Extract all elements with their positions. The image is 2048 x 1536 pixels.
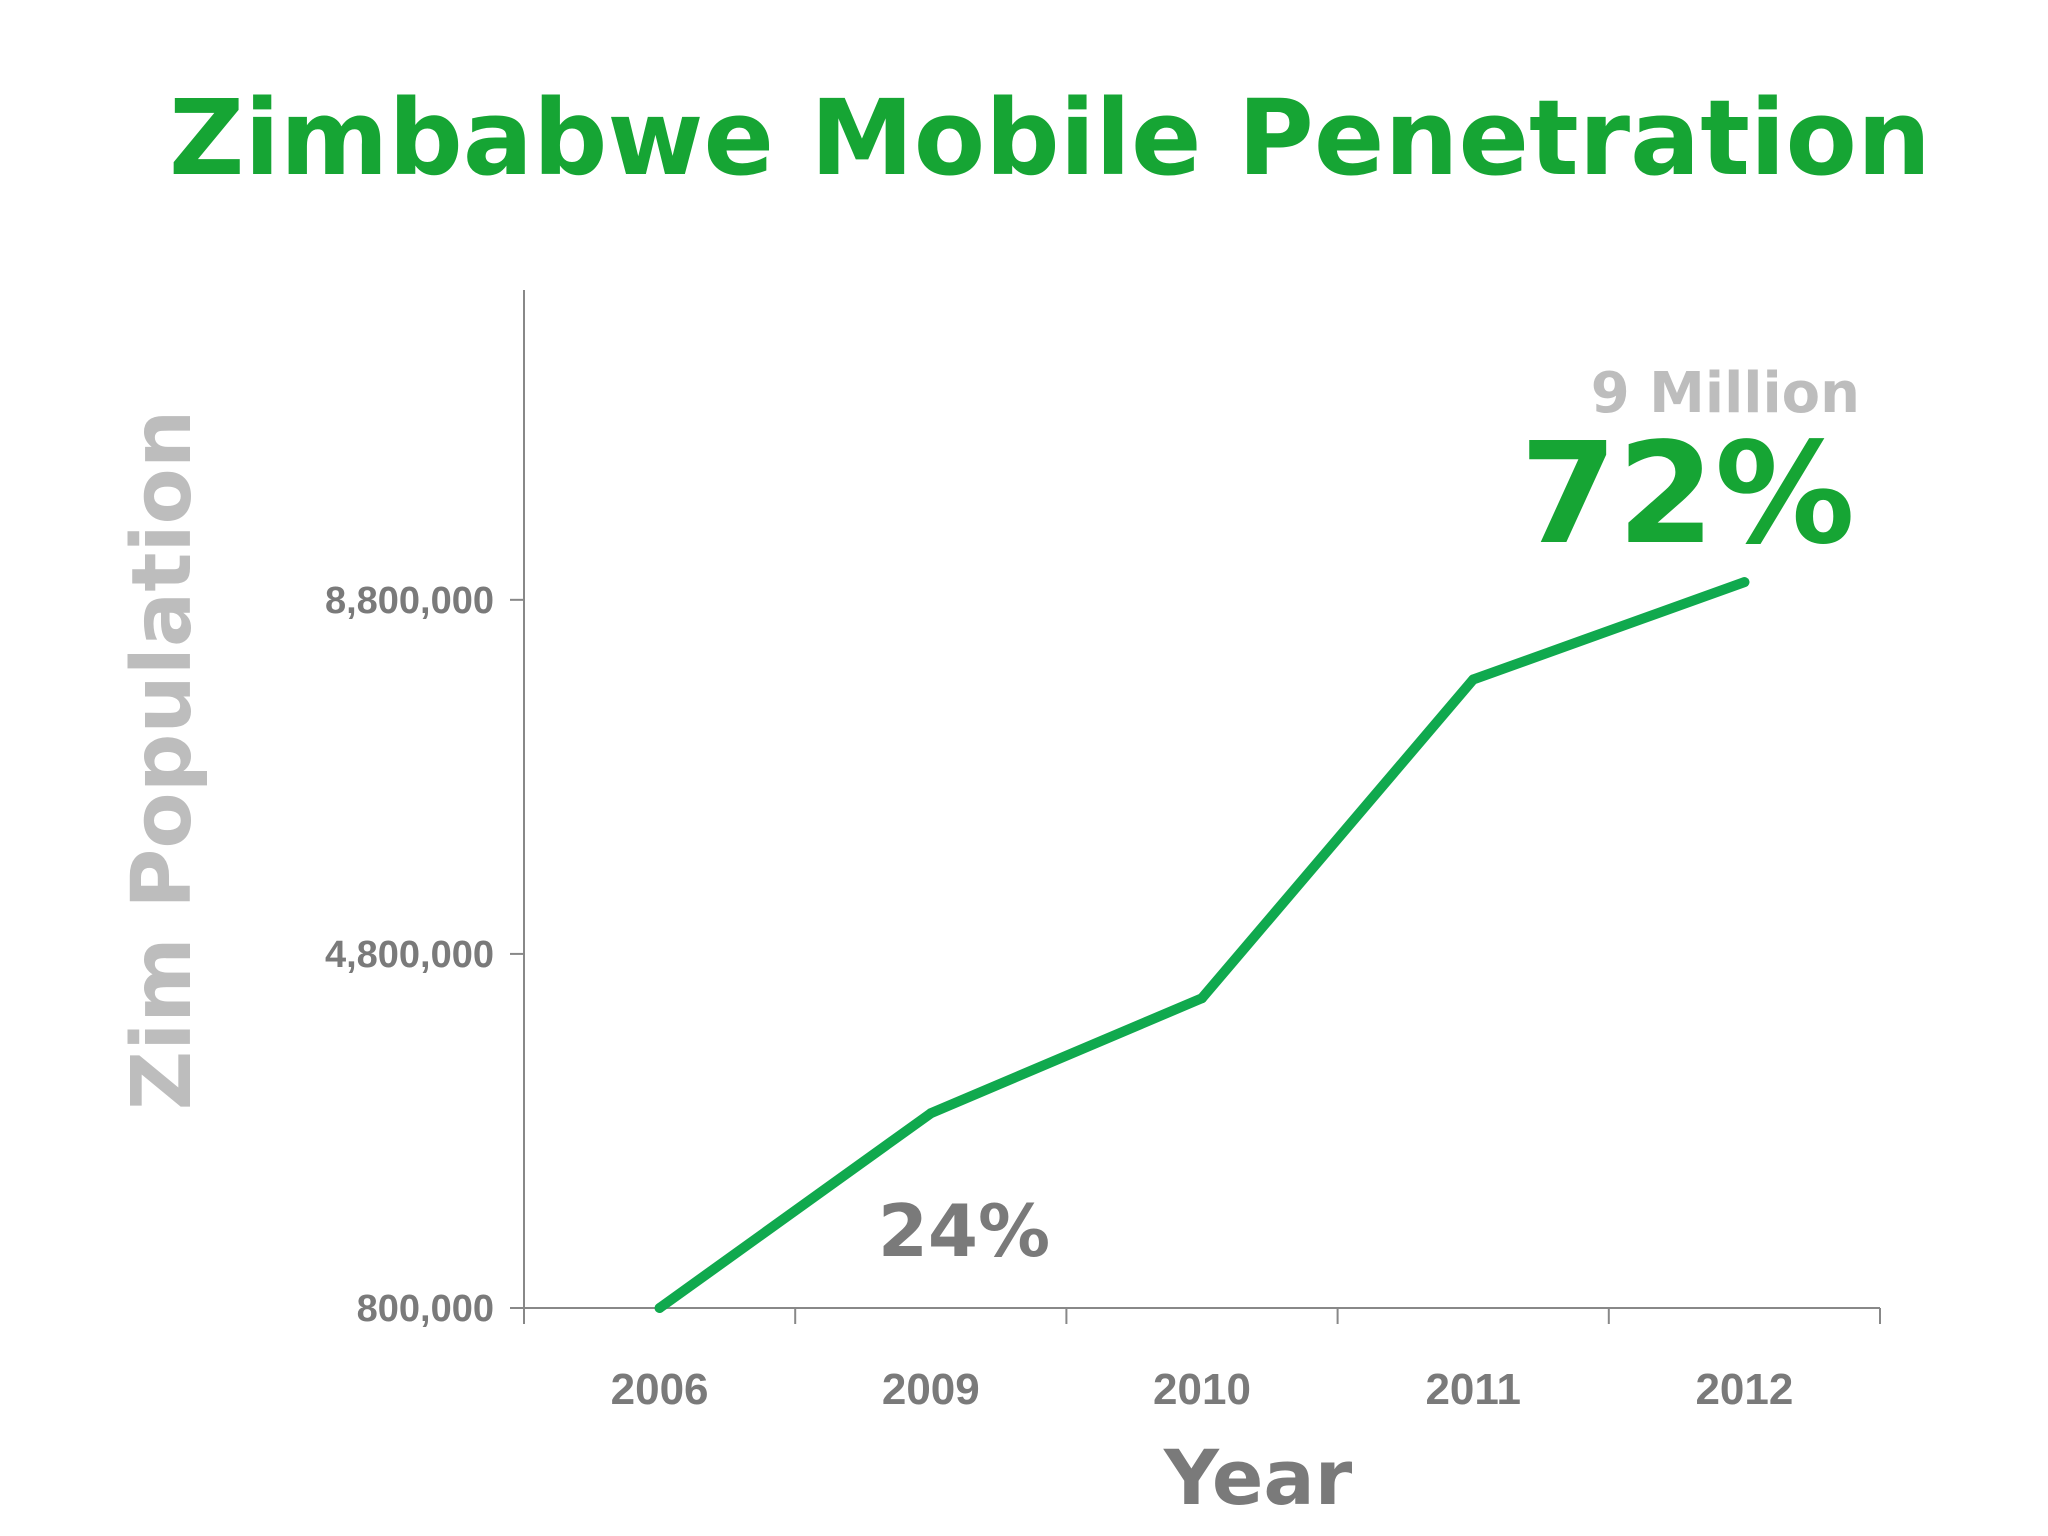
y-ticks: 800,000 4,800,000 8,800,000 [325,580,524,1330]
y-tick-label: 8,800,000 [325,580,494,622]
annotation-end-pct: 72% [1520,413,1855,576]
data-point [1197,993,1207,1004]
annotation-end-sub: 9 Million [1591,361,1860,426]
x-ticks: 2006 2009 2010 2011 2012 [523,1308,1881,1414]
x-tick-label: 2012 [1695,1365,1793,1414]
x-tick-label: 2011 [1425,1365,1520,1414]
y-axis-title: Zim Population [115,410,210,1111]
data-point [1468,674,1479,685]
x-tick-label: 2009 [882,1365,980,1414]
x-tick-label: 2010 [1153,1365,1251,1414]
data-point [1739,577,1750,588]
y-tick-label: 4,800,000 [325,934,494,976]
x-tick-label: 2006 [611,1365,709,1414]
series-line [654,577,1750,1313]
annotation-start-pct: 24% [878,1189,1050,1273]
data-points [654,577,1750,1313]
data-point [925,1108,936,1119]
x-axis-title: Year [1163,1433,1353,1522]
chart-title: Zimbabwe Mobile Penetration [169,77,1931,199]
y-tick-label: 800,000 [357,1288,494,1330]
data-point [654,1303,665,1313]
